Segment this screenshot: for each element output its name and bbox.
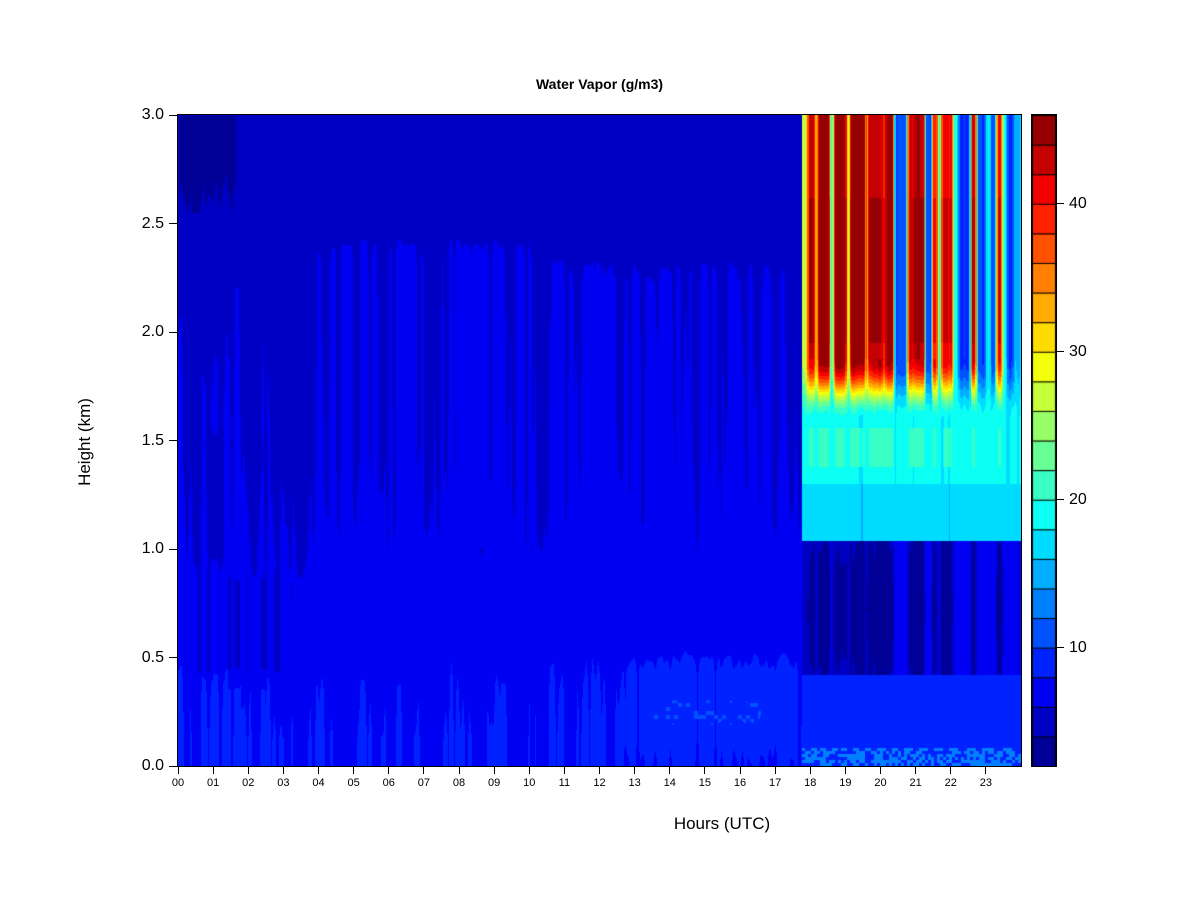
colorbar-tick-mark (1057, 499, 1064, 501)
x-tick-mark (318, 766, 319, 774)
y-tick-mark (169, 331, 177, 333)
heatmap-canvas (177, 114, 1022, 767)
x-tick-label: 23 (979, 777, 992, 789)
x-tick-label: 20 (874, 777, 887, 789)
x-tick-mark (739, 766, 741, 774)
x-tick-label: 21 (909, 777, 922, 789)
x-tick-label: 02 (242, 777, 255, 789)
y-tick-mark (169, 440, 177, 441)
colorbar-tick-mark (1057, 647, 1064, 649)
y-tick-mark (169, 223, 177, 224)
x-tick-label: 00 (171, 777, 185, 789)
x-tick-mark (634, 766, 636, 774)
plot-title: Water Vapor (g/m3) (535, 76, 664, 92)
x-tick-mark (774, 766, 776, 774)
colorbar-tick-label: 10 (1069, 638, 1087, 656)
x-tick-mark (388, 766, 390, 774)
x-tick-mark (809, 766, 811, 774)
x-tick-mark (669, 766, 671, 774)
x-tick-label: 22 (944, 777, 957, 789)
x-tick-label: 09 (488, 777, 501, 789)
x-tick-label: 01 (207, 777, 220, 789)
colorbar-tick-label: 20 (1069, 490, 1087, 508)
colorbar-tick-mark (1057, 351, 1064, 353)
x-tick-mark (212, 766, 214, 774)
colorbar-canvas (1031, 114, 1057, 767)
x-tick-label: 19 (839, 777, 852, 789)
x-tick-label: 14 (663, 777, 676, 789)
y-tick-label: 1.0 (141, 540, 164, 557)
x-tick-label: 17 (769, 777, 782, 789)
colorbar-tick-mark (1057, 203, 1064, 205)
x-tick-mark (177, 766, 179, 774)
x-tick-mark (880, 766, 881, 774)
y-tick-label: 2.5 (141, 214, 164, 232)
x-tick-label: 18 (804, 777, 817, 789)
x-tick-mark (985, 766, 987, 774)
y-tick-label: 1.5 (141, 431, 164, 449)
x-tick-mark (950, 766, 952, 774)
x-tick-mark (458, 766, 460, 774)
x-tick-label: 10 (523, 777, 536, 789)
x-tick-label: 16 (733, 777, 747, 789)
x-tick-mark (423, 766, 425, 774)
x-tick-label: 03 (277, 777, 290, 789)
x-tick-label: 05 (347, 777, 360, 789)
y-tick-label: 0.0 (141, 757, 164, 774)
y-tick-mark (169, 548, 177, 550)
x-tick-mark (247, 766, 249, 774)
x-tick-mark (599, 766, 600, 774)
y-tick-mark (169, 765, 177, 767)
x-axis-label: Hours (UTC) (673, 814, 771, 833)
x-tick-label: 04 (312, 777, 325, 789)
x-tick-mark (282, 766, 284, 774)
colorbar-tick-label: 30 (1069, 342, 1087, 360)
y-tick-mark (169, 657, 177, 658)
x-tick-label: 08 (452, 777, 466, 789)
colorbar-tick-label: 40 (1069, 194, 1087, 212)
x-tick-label: 12 (593, 777, 606, 789)
x-tick-label: 13 (628, 777, 641, 789)
y-tick-label: 3.0 (141, 106, 164, 123)
x-tick-label: 06 (382, 777, 395, 789)
x-tick-mark (563, 766, 565, 774)
y-tick-label: 2.0 (141, 323, 164, 340)
x-tick-mark (493, 766, 495, 774)
x-tick-label: 07 (417, 777, 430, 789)
x-tick-label: 15 (698, 777, 711, 789)
x-tick-mark (844, 766, 846, 774)
y-tick-mark (169, 114, 177, 116)
x-tick-mark (704, 766, 706, 774)
x-tick-label: 11 (558, 777, 571, 789)
x-tick-mark (528, 766, 530, 774)
x-tick-mark (353, 766, 355, 774)
x-tick-mark (915, 766, 917, 774)
y-tick-label: 0.5 (141, 648, 164, 666)
y-axis-label: Height (km) (75, 398, 94, 486)
